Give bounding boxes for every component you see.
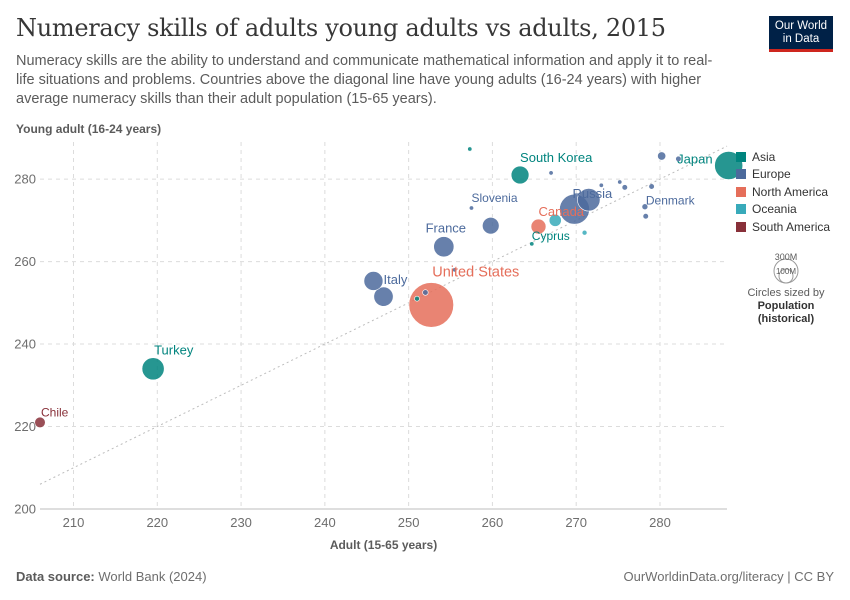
- size-legend-large-label: 300M: [775, 252, 798, 262]
- x-axis-label: Adult (15-65 years): [330, 538, 437, 552]
- legend-swatch: [736, 169, 746, 180]
- data-source: Data source: World Bank (2024): [16, 569, 207, 584]
- footer-url[interactable]: OurWorldinData.org/literacy | CC BY: [623, 569, 834, 584]
- data-point[interactable]: [641, 203, 649, 211]
- diagonal-layer: [39, 145, 728, 485]
- logo-line-1: Our World: [774, 20, 828, 32]
- size-legend-small-label: 100M: [776, 267, 796, 276]
- legend-label: Oceania: [752, 202, 797, 217]
- data-point[interactable]: [141, 357, 165, 381]
- data-point[interactable]: [621, 184, 628, 191]
- data-point[interactable]: [414, 295, 420, 302]
- x-tick-label: 220: [146, 515, 168, 530]
- owid-logo[interactable]: Our World in Data: [769, 16, 833, 52]
- data-point[interactable]: [530, 218, 547, 235]
- size-legend-variable: Population: [757, 300, 815, 312]
- legend-item[interactable]: Europe: [736, 166, 830, 184]
- y-tick-label: 200: [14, 502, 36, 517]
- size-legend-small-circle: [778, 268, 794, 284]
- y-tick-label: 280: [14, 172, 36, 187]
- x-tick-label: 260: [482, 515, 504, 530]
- points-layer: [34, 146, 744, 429]
- x-tick-label: 250: [398, 515, 420, 530]
- x-tick-label: 280: [649, 515, 671, 530]
- chart-title: Numeracy skills of adults young adults v…: [16, 14, 666, 42]
- data-point[interactable]: [408, 282, 454, 328]
- diagonal-line: [39, 145, 728, 485]
- point-labels-layer: Chile Turkey United States Italy France Slove…: [41, 150, 713, 419]
- logo-line-2: in Data: [782, 33, 820, 45]
- x-tick-label: 230: [230, 515, 252, 530]
- legend-item[interactable]: Oceania: [736, 201, 830, 219]
- legend-item[interactable]: South America: [736, 218, 830, 236]
- legend-swatch: [736, 221, 746, 232]
- point-label: Cyprus: [532, 229, 570, 243]
- y-axis-label: Young adult (16-24 years): [16, 122, 161, 136]
- point-label: Japan: [677, 152, 712, 167]
- legend-swatch: [736, 204, 746, 215]
- data-point[interactable]: [468, 205, 474, 211]
- data-point[interactable]: [642, 213, 649, 220]
- legend-label: South America: [752, 219, 831, 234]
- y-tick-label: 220: [14, 419, 36, 434]
- legend-item[interactable]: Asia: [736, 148, 830, 166]
- point-label: United States: [432, 265, 519, 281]
- point-label: France: [426, 221, 466, 236]
- point-label: Russia: [573, 186, 614, 201]
- size-legend-variable-note: (historical): [757, 313, 815, 325]
- size-legend-caption: Circles sized by: [747, 287, 825, 299]
- x-tick-label: 210: [63, 515, 85, 530]
- point-label: Chile: [41, 405, 69, 419]
- data-point[interactable]: [467, 146, 473, 152]
- point-label: Slovenia: [471, 191, 517, 205]
- data-point[interactable]: [577, 188, 601, 212]
- data-source-label: Data source:: [16, 569, 95, 584]
- legend-swatch: [736, 151, 746, 162]
- data-point[interactable]: [34, 416, 46, 429]
- data-point[interactable]: [617, 179, 623, 185]
- chart-subtitle: Numeracy skills are the ability to under…: [16, 53, 713, 107]
- data-point[interactable]: [363, 271, 384, 291]
- data-point[interactable]: [598, 182, 604, 188]
- point-label: South Korea: [520, 150, 593, 165]
- data-point[interactable]: [482, 217, 500, 235]
- legend-item[interactable]: North America: [736, 183, 830, 201]
- data-point[interactable]: [657, 151, 667, 161]
- data-point[interactable]: [581, 229, 588, 236]
- size-legend: 300M 100M Circles sized by Population (h…: [740, 250, 832, 326]
- legend-label: North America: [752, 184, 829, 199]
- data-point[interactable]: [548, 170, 554, 176]
- legend-label: Asia: [752, 149, 776, 164]
- point-label: Turkey: [154, 343, 194, 358]
- x-tick-label: 270: [565, 515, 587, 530]
- x-tick-label: 240: [314, 515, 336, 530]
- data-point[interactable]: [422, 289, 429, 296]
- data-point[interactable]: [529, 241, 535, 247]
- data-point[interactable]: [648, 183, 655, 190]
- data-source-value[interactable]: World Bank (2024): [98, 569, 207, 584]
- data-point[interactable]: [675, 155, 682, 163]
- data-point[interactable]: [452, 267, 458, 273]
- data-point[interactable]: [548, 213, 562, 227]
- grid-lines: [40, 142, 727, 510]
- legend-swatch: [736, 186, 746, 197]
- point-label: Denmark: [646, 194, 696, 208]
- data-point[interactable]: [510, 165, 530, 185]
- point-label: Italy: [384, 272, 408, 287]
- data-point[interactable]: [373, 286, 394, 307]
- data-point[interactable]: [714, 151, 744, 180]
- legend-label: Europe: [752, 167, 791, 182]
- size-legend-circles: 300M 100M: [773, 252, 799, 284]
- y-tick-label: 260: [14, 254, 36, 269]
- point-label: Canada: [538, 204, 584, 219]
- axis-layer: Young adult (16-24 years) 200 220 240 260 280…: [14, 122, 671, 552]
- y-tick-label: 240: [14, 337, 36, 352]
- region-legend: Asia Europe North America Oceania South Amer…: [736, 148, 830, 236]
- data-point[interactable]: [433, 236, 455, 258]
